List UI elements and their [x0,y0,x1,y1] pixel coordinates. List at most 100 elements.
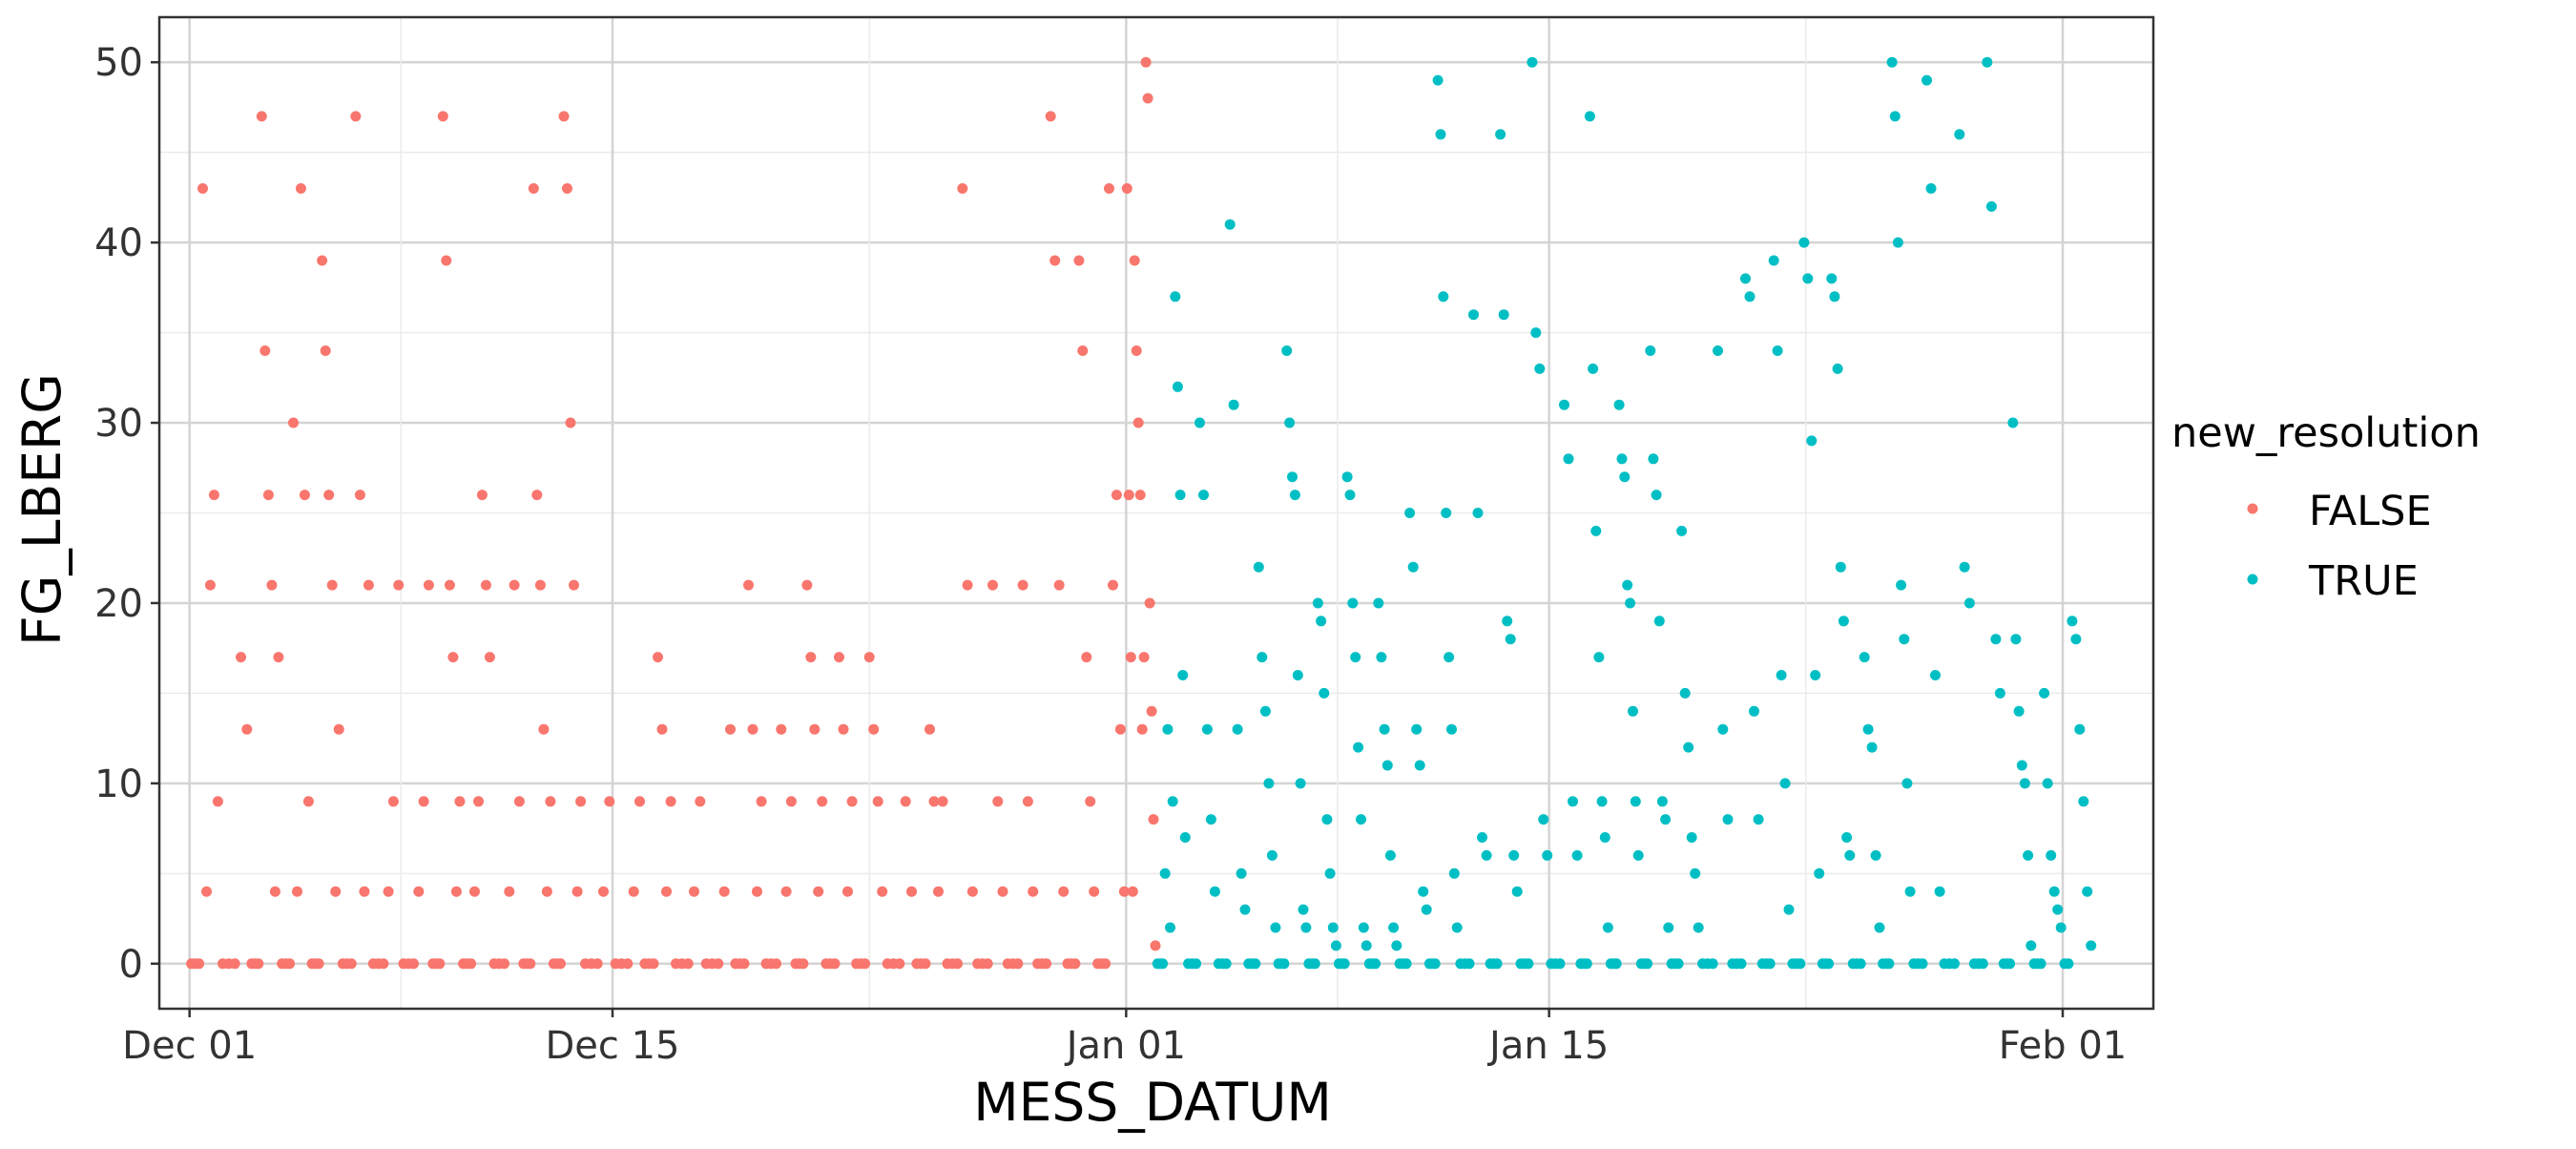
data-point-false [383,886,394,897]
data-point-true [1321,814,1333,825]
data-point-false [604,796,615,807]
data-point-true [2019,778,2030,789]
data-point-true [1802,273,1814,284]
data-point-false [1100,958,1111,970]
data-point-false [634,796,645,807]
data-point-false [771,958,781,970]
data-point-true [1165,922,1175,933]
data-point-true [1934,886,1945,897]
data-point-true [1381,760,1393,771]
data-point-false [966,886,978,897]
data-point-true [1764,958,1776,970]
data-point-true [1593,652,1605,663]
data-point-true [2055,922,2067,933]
data-point-true [1862,723,1874,735]
data-point-false [509,579,520,591]
data-point-false [838,723,849,735]
data-point-false [333,723,344,735]
data-point-true [1901,778,1913,789]
axes: 0 10 20 30 40 50 Dec 01 Dec 15 Jan 01 Jan 15 Feb 0… [94,41,2127,1068]
data-point-true [1832,363,1843,374]
data-point-true [1994,687,2005,699]
data-point-true [1339,958,1350,970]
data-point-true [1502,616,1513,627]
data-point-true [1841,832,1853,843]
data-point-false [1012,958,1024,970]
data-point-false [538,723,550,735]
data-point-true [1904,886,1916,897]
data-point-true [1401,958,1412,970]
data-point-false [292,886,302,897]
data-point-true [1370,958,1381,970]
data-point-false [317,255,328,266]
data-point-true [1523,958,1534,970]
data-point-false [269,886,280,897]
data-point-true [1838,616,1849,627]
data-point-true [1599,832,1610,843]
data-point-true [1289,490,1300,501]
data-point-true [1584,111,1595,122]
data-point-false [1081,652,1092,663]
data-point-false [1138,652,1150,663]
data-point-true [1772,345,1783,356]
data-point-false [197,183,208,194]
data-point-true [2086,940,2097,951]
data-point-false [363,579,374,591]
data-point-false [1053,579,1065,591]
data-point-false [1136,723,1148,735]
data-point-false [628,886,639,897]
data-point-false [656,723,668,735]
data-point-true [1645,345,1656,356]
data-point-true [1826,273,1838,284]
data-point-false [648,958,659,970]
data-point-false [345,958,357,970]
data-point-true [1930,670,1941,680]
data-point-false [241,723,253,735]
data-point-true [1660,814,1672,825]
data-point-false [378,958,389,970]
data-point-false [323,490,335,501]
data-point-true [1559,399,1569,410]
data-point-true [1418,886,1429,897]
data-point-false [801,579,813,591]
data-point-true [1616,453,1628,465]
data-point-false [665,796,676,807]
data-point-true [1990,634,2002,645]
legend-label-true: TRUE [2308,557,2419,605]
data-point-true [1610,958,1622,970]
data-point-false [201,886,212,897]
data-point-true [1198,490,1209,501]
data-point-true [1298,904,1309,915]
data-point-false [834,652,844,663]
data-point-false [295,183,306,194]
data-point-true [1707,958,1718,970]
data-point-true [1602,922,1613,933]
data-point-true [1350,652,1361,663]
data-point-false [418,796,429,807]
data-point-true [2039,687,2050,699]
data-point-true [1414,760,1425,771]
data-point-true [1632,849,1644,861]
data-point-false [653,652,663,663]
data-point-true [1205,814,1216,825]
data-point-false [408,958,419,970]
data-point-true [1642,958,1653,970]
data-point-true [2048,886,2060,897]
data-point-false [434,958,446,970]
data-point-false [350,111,362,122]
data-point-true [1201,723,1213,735]
data-point-true [1391,940,1402,951]
data-point-true [1866,742,1878,753]
data-point-true [1347,597,1359,609]
legend-key-false [2247,503,2258,514]
data-point-true [1177,670,1189,680]
data-point-false [1111,490,1122,501]
data-point-true [1224,219,1236,230]
data-point-false [1041,958,1052,970]
data-point-true [1844,849,1856,861]
data-point-true [1421,904,1432,915]
data-point-false [1089,886,1100,897]
data-point-false [413,886,425,897]
data-point-false [299,490,310,501]
data-point-true [1327,922,1339,933]
